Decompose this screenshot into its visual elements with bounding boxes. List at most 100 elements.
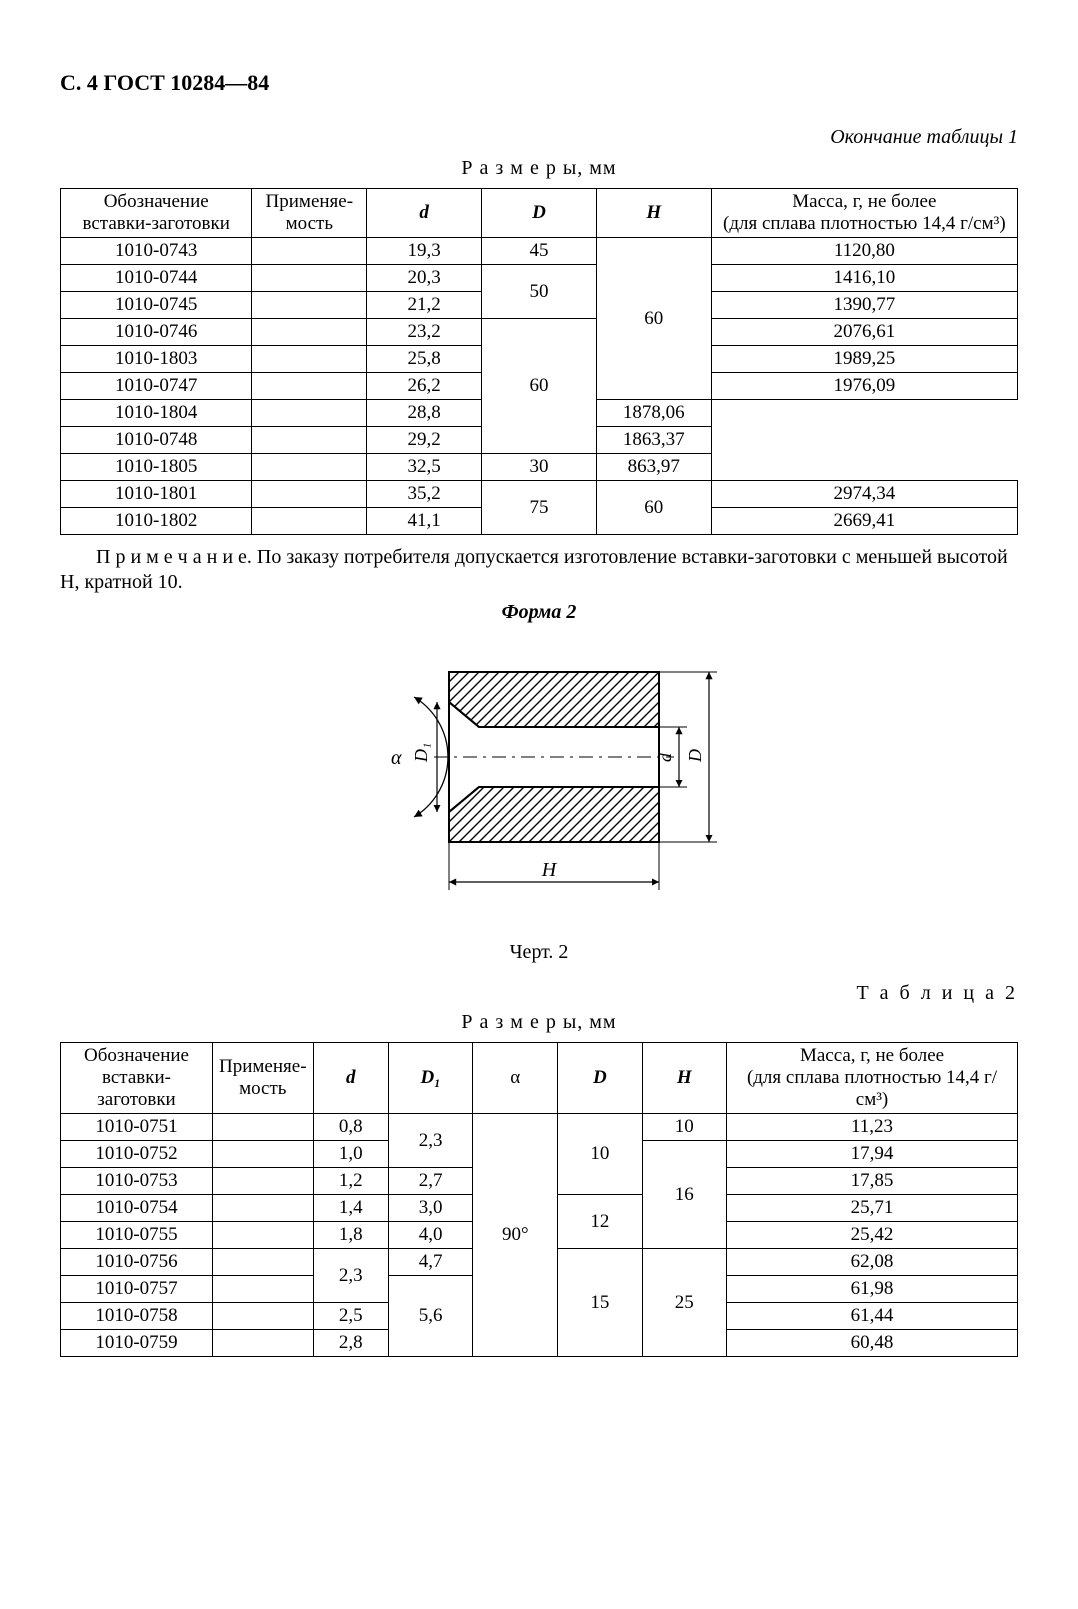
table-cell: 1120,80 <box>711 238 1017 265</box>
col-mass: Масса, г, не более (для сплава плотность… <box>711 189 1017 238</box>
table-cell: 25,42 <box>727 1222 1018 1249</box>
table-cell <box>252 346 367 373</box>
note-text: П р и м е ч а н и е. По заказу потребите… <box>60 545 1018 595</box>
table-cell <box>252 373 367 400</box>
table-cell <box>213 1168 314 1195</box>
table-cell: 1010-0758 <box>61 1303 213 1330</box>
figure-svg: α D₁ d D H <box>319 632 759 932</box>
table-1: Обозначение вставки-заготовки Применяе-м… <box>60 188 1018 535</box>
table-cell: 60 <box>596 238 711 400</box>
table-cell: 1010-0752 <box>61 1141 213 1168</box>
label-D1: D₁ <box>411 743 431 763</box>
table-cell: 60 <box>482 319 597 454</box>
label-H: H <box>541 859 558 881</box>
table-row: 1010-074420,3501416,10 <box>61 265 1018 292</box>
table-cell: 17,85 <box>727 1168 1018 1195</box>
table-cell: 25,71 <box>727 1195 1018 1222</box>
table-cell: 25 <box>642 1249 726 1357</box>
table-cell: 1010-0747 <box>61 373 252 400</box>
table-cell: 4,7 <box>388 1249 473 1276</box>
page-header: С. 4 ГОСТ 10284—84 <box>60 70 1018 96</box>
table-cell: 1010-1801 <box>61 481 252 508</box>
table-cell <box>213 1330 314 1357</box>
table-cell: 1989,25 <box>711 346 1017 373</box>
table-cell: 1010-1805 <box>61 454 252 481</box>
table-cell: 1010-1802 <box>61 508 252 535</box>
table-cell <box>252 265 367 292</box>
table-cell: 1010-0748 <box>61 427 252 454</box>
table-cell <box>252 454 367 481</box>
table-cell: 20,3 <box>367 265 482 292</box>
table-row: 1010-180135,275602974,34 <box>61 481 1018 508</box>
col-D: D <box>558 1043 642 1114</box>
table-row: 1010-07510,82,390°101011,23 <box>61 1114 1018 1141</box>
col-d: d <box>313 1043 388 1114</box>
table-cell: 25,8 <box>367 346 482 373</box>
table-cell: 2974,34 <box>711 481 1017 508</box>
table-cell: 32,5 <box>367 454 482 481</box>
table-cell: 1390,77 <box>711 292 1017 319</box>
col-code: Обозначение вставки-заготовки <box>61 1043 213 1114</box>
table-cell <box>213 1249 314 1276</box>
table-cell: 1010-0744 <box>61 265 252 292</box>
table-cell: 1010-0751 <box>61 1114 213 1141</box>
table-cell <box>252 508 367 535</box>
table-cell: 16 <box>642 1141 726 1249</box>
table-cell <box>252 319 367 346</box>
table-cell: 90° <box>473 1114 558 1357</box>
table-cell: 1010-0754 <box>61 1195 213 1222</box>
table-cell: 11,23 <box>727 1114 1018 1141</box>
table-cell: 1878,06 <box>596 400 711 427</box>
table-row: Обозначение вставки-заготовки Применяе-м… <box>61 189 1018 238</box>
table-cell <box>213 1276 314 1303</box>
table-cell: 1010-0759 <box>61 1330 213 1357</box>
table-cell: 2,5 <box>313 1303 388 1330</box>
table-cell: 62,08 <box>727 1249 1018 1276</box>
table-cell: 2,8 <box>313 1330 388 1357</box>
form2-caption: Форма 2 <box>60 601 1018 624</box>
table-cell: 1010-0757 <box>61 1276 213 1303</box>
table-cell: 1010-1804 <box>61 400 252 427</box>
figure-caption: Черт. 2 <box>60 941 1018 964</box>
table-cell: 12 <box>558 1195 642 1249</box>
col-mass: Масса, г, не более (для сплава плотность… <box>727 1043 1018 1114</box>
table-cell: 10 <box>642 1114 726 1141</box>
table-row: 1010-074623,2602076,61 <box>61 319 1018 346</box>
table-cell: 41,1 <box>367 508 482 535</box>
table-cell: 3,0 <box>388 1195 473 1222</box>
table-cell <box>252 400 367 427</box>
table-cell: 1416,10 <box>711 265 1017 292</box>
table2-title: Т а б л и ц а 2 <box>60 982 1018 1005</box>
col-D: D <box>482 189 597 238</box>
table-cell: 75 <box>482 481 597 535</box>
table-cell: 10 <box>558 1114 642 1195</box>
table-cell <box>252 292 367 319</box>
table-cell: 26,2 <box>367 373 482 400</box>
table-cell: 19,3 <box>367 238 482 265</box>
table-cell: 60,48 <box>727 1330 1018 1357</box>
table-cell: 1,8 <box>313 1222 388 1249</box>
col-alpha: α <box>473 1043 558 1114</box>
table-cell: 1,2 <box>313 1168 388 1195</box>
col-H: H <box>596 189 711 238</box>
table1-continuation-caption: Окончание таблицы 1 <box>60 126 1018 149</box>
table-cell: 61,98 <box>727 1276 1018 1303</box>
label-d: d <box>655 752 675 762</box>
table-cell: 1010-0746 <box>61 319 252 346</box>
table-cell: 60 <box>596 481 711 535</box>
col-use: Применяе-мость <box>213 1043 314 1114</box>
table-cell: 30 <box>482 454 597 481</box>
table-cell <box>213 1114 314 1141</box>
table-2: Обозначение вставки-заготовки Применяе-м… <box>60 1042 1018 1357</box>
table-cell: 23,2 <box>367 319 482 346</box>
label-alpha: α <box>391 747 402 769</box>
table-cell <box>213 1141 314 1168</box>
table-cell: 1010-0743 <box>61 238 252 265</box>
figure-2: α D₁ d D H Черт. 2 <box>60 632 1018 964</box>
col-H: H <box>642 1043 726 1114</box>
col-code: Обозначение вставки-заготовки <box>61 189 252 238</box>
table-cell: 2,3 <box>388 1114 473 1168</box>
table-row: Обозначение вставки-заготовки Применяе-м… <box>61 1043 1018 1114</box>
table-cell: 5,6 <box>388 1276 473 1357</box>
table-cell <box>252 238 367 265</box>
